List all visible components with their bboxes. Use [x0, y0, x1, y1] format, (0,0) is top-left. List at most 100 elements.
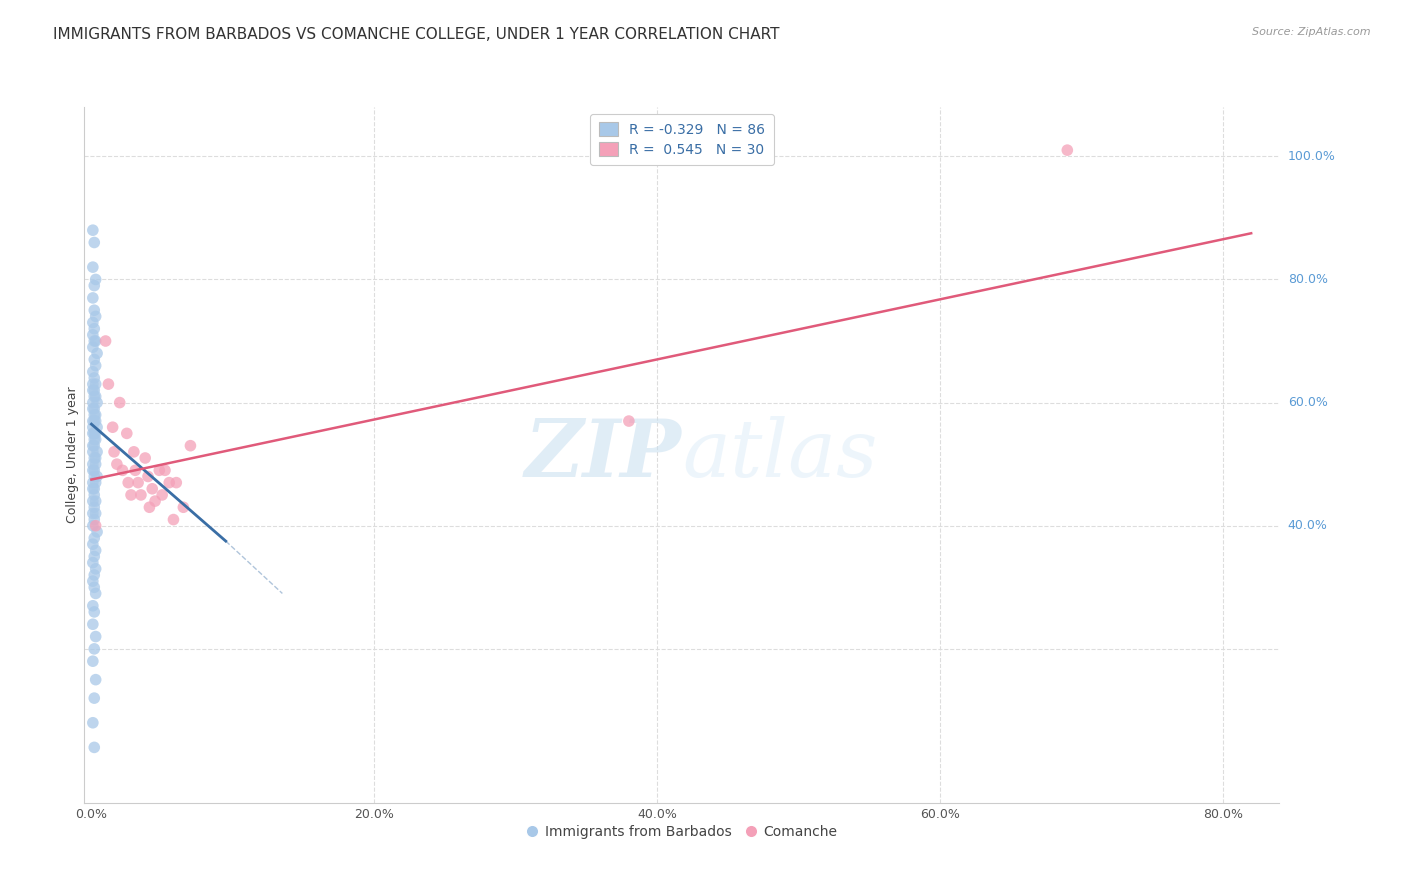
Point — [150, 488, 173, 502]
Point — [108, 395, 131, 409]
Point — [83, 352, 105, 367]
Point — [82, 463, 104, 477]
Point — [84, 630, 107, 644]
Point — [83, 641, 105, 656]
Point — [82, 556, 104, 570]
Point — [82, 365, 104, 379]
Point — [127, 475, 149, 490]
Point — [83, 414, 105, 428]
Point — [148, 463, 170, 477]
Point — [82, 414, 104, 428]
Point — [124, 463, 146, 477]
Point — [172, 500, 194, 515]
Point — [83, 512, 105, 526]
Point — [84, 433, 107, 447]
Point — [162, 512, 184, 526]
Point — [86, 346, 108, 360]
Point — [138, 500, 160, 515]
Point — [84, 673, 107, 687]
Text: 60.0%: 60.0% — [1288, 396, 1327, 409]
Point — [83, 691, 105, 706]
Point — [84, 389, 107, 403]
Point — [82, 507, 104, 521]
Point — [82, 401, 104, 416]
Point — [83, 303, 105, 318]
Point — [129, 488, 152, 502]
Point — [82, 537, 104, 551]
Point — [82, 715, 104, 730]
Point — [83, 740, 105, 755]
Point — [83, 439, 105, 453]
Point — [84, 494, 107, 508]
Point — [83, 605, 105, 619]
Text: ZIP: ZIP — [524, 417, 682, 493]
Y-axis label: College, Under 1 year: College, Under 1 year — [66, 386, 79, 524]
Point — [101, 420, 124, 434]
Point — [86, 395, 108, 409]
Point — [83, 401, 105, 416]
Point — [84, 475, 107, 490]
Point — [94, 334, 117, 348]
Point — [83, 450, 105, 465]
Point — [83, 389, 105, 403]
Point — [83, 433, 105, 447]
Point — [122, 445, 145, 459]
Point — [84, 414, 107, 428]
Point — [157, 475, 180, 490]
Point — [143, 494, 166, 508]
Point — [82, 426, 104, 441]
Point — [86, 524, 108, 539]
Point — [82, 475, 104, 490]
Point — [82, 327, 104, 342]
Point — [84, 310, 107, 324]
Point — [83, 321, 105, 335]
Point — [84, 377, 107, 392]
Point — [83, 500, 105, 515]
Point — [86, 445, 108, 459]
Point — [82, 439, 104, 453]
Point — [84, 457, 107, 471]
Point — [84, 507, 107, 521]
Text: IMMIGRANTS FROM BARBADOS VS COMANCHE COLLEGE, UNDER 1 YEAR CORRELATION CHART: IMMIGRANTS FROM BARBADOS VS COMANCHE COL… — [53, 27, 780, 42]
Point — [84, 586, 107, 600]
Point — [82, 457, 104, 471]
Point — [82, 617, 104, 632]
Point — [83, 408, 105, 422]
Point — [82, 445, 104, 459]
Point — [165, 475, 187, 490]
Point — [83, 463, 105, 477]
Point — [82, 377, 104, 392]
Point — [82, 384, 104, 398]
Point — [134, 450, 156, 465]
Point — [153, 463, 176, 477]
Point — [83, 488, 105, 502]
Point — [136, 469, 159, 483]
Point — [82, 223, 104, 237]
Text: Source: ZipAtlas.com: Source: ZipAtlas.com — [1253, 27, 1371, 37]
Point — [83, 235, 105, 250]
Point — [82, 518, 104, 533]
Point — [82, 599, 104, 613]
Point — [82, 316, 104, 330]
Point — [83, 549, 105, 564]
Point — [82, 494, 104, 508]
Point — [82, 574, 104, 589]
Point — [115, 426, 138, 441]
Point — [86, 420, 108, 434]
Point — [83, 482, 105, 496]
Point — [83, 371, 105, 385]
Text: 40.0%: 40.0% — [1288, 519, 1327, 533]
Point — [141, 482, 163, 496]
Point — [179, 439, 201, 453]
Point — [111, 463, 134, 477]
Point — [84, 562, 107, 576]
Point — [97, 377, 120, 392]
Point — [82, 395, 104, 409]
Point — [84, 543, 107, 558]
Point — [84, 450, 107, 465]
Point — [617, 414, 640, 428]
Point — [83, 334, 105, 348]
Point — [83, 568, 105, 582]
Point — [103, 445, 125, 459]
Point — [83, 469, 105, 483]
